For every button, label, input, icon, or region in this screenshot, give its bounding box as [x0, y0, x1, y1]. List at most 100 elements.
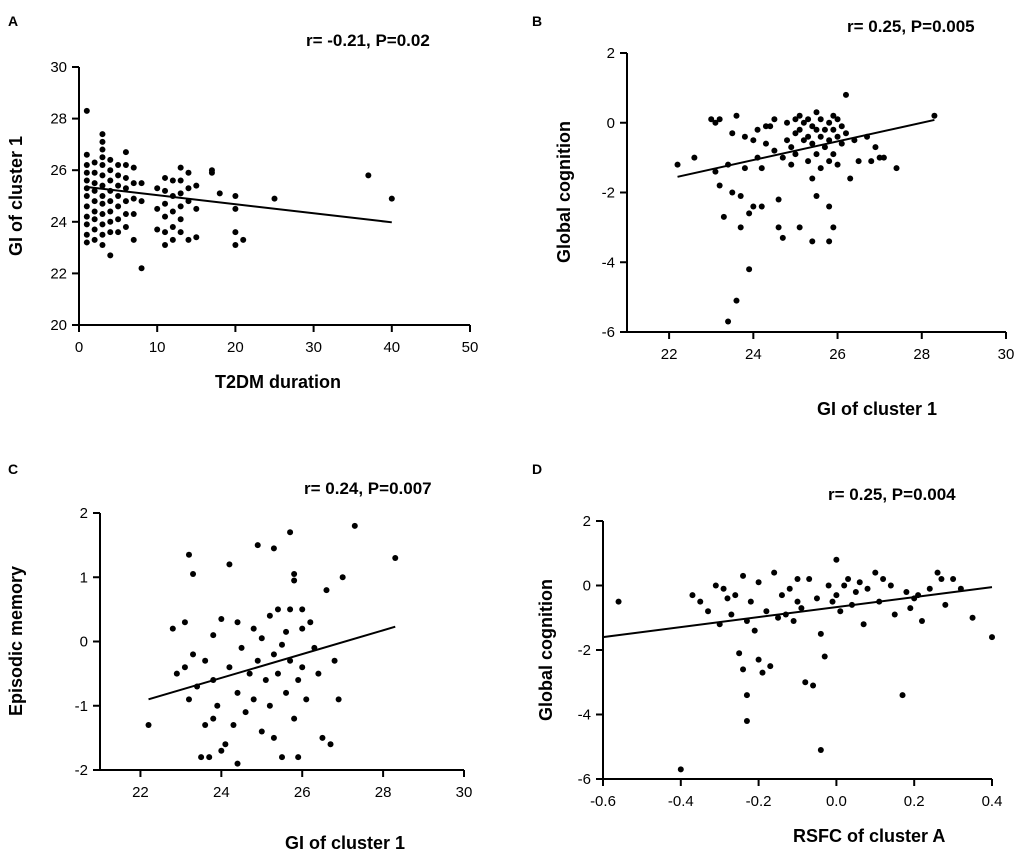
data-point: [825, 582, 832, 589]
data-point: [716, 621, 723, 628]
data-point: [926, 585, 933, 592]
data-point: [169, 177, 176, 184]
data-point: [107, 229, 114, 236]
y-tick-label: -6: [602, 324, 615, 341]
data-point: [122, 223, 129, 230]
data-point: [833, 556, 840, 563]
data-point: [732, 592, 739, 599]
data-point: [177, 229, 184, 236]
data-point: [210, 632, 217, 639]
data-point: [339, 574, 346, 581]
x-tick-label: 30: [305, 339, 322, 356]
data-point: [115, 193, 122, 199]
data-point: [893, 165, 900, 172]
data-point: [716, 116, 723, 123]
data-point: [779, 154, 786, 161]
data-point: [287, 606, 294, 613]
data-point: [99, 200, 106, 207]
data-point: [162, 174, 169, 181]
data-point: [740, 572, 747, 579]
x-tick-label: 50: [462, 339, 479, 356]
data-point: [725, 161, 732, 168]
data-point: [705, 608, 712, 615]
data-point: [169, 625, 176, 632]
data-point: [323, 587, 330, 594]
data-point: [145, 722, 152, 729]
data-point: [817, 165, 824, 172]
y-tick-label: 20: [50, 317, 67, 334]
data-point: [234, 619, 241, 626]
data-point: [989, 634, 995, 641]
stat-annotation: r= 0.25, P=0.005: [847, 17, 975, 36]
data-point: [813, 192, 820, 199]
data-point: [169, 223, 176, 230]
data-point: [747, 598, 754, 605]
data-point: [810, 682, 817, 689]
data-point: [335, 696, 342, 703]
data-point: [750, 137, 757, 144]
x-tick-label: 22: [661, 346, 678, 363]
data-point: [754, 126, 761, 133]
data-point: [83, 213, 90, 220]
y-tick-label: 0: [80, 634, 88, 651]
stat-annotation: r= 0.24, P=0.007: [304, 479, 432, 498]
y-tick-label: -4: [578, 707, 591, 724]
panel-letter: C: [8, 461, 18, 477]
data-point: [918, 617, 925, 624]
data-point: [99, 131, 106, 138]
data-point: [177, 203, 184, 210]
data-point: [99, 146, 106, 153]
data-point: [792, 130, 799, 137]
data-point: [796, 224, 803, 231]
data-point: [790, 617, 797, 624]
data-point: [198, 754, 205, 761]
data-point: [796, 112, 803, 119]
data-point: [907, 605, 914, 612]
data-point: [864, 133, 871, 140]
data-point: [107, 167, 114, 174]
panel-c: Cr= 0.24, P=0.007 22 24 26 28 30 -2 -1 0 1 2 GI of …: [6, 461, 472, 851]
data-point: [91, 187, 98, 194]
panel-letter: D: [532, 461, 542, 477]
data-point: [173, 670, 180, 677]
data-point: [99, 182, 106, 189]
data-point: [138, 198, 145, 205]
data-point: [834, 116, 841, 123]
data-point: [122, 198, 129, 205]
data-point: [880, 576, 887, 583]
data-point: [83, 169, 90, 176]
data-point: [218, 747, 225, 754]
data-point: [122, 174, 129, 181]
data-point: [821, 144, 828, 151]
data-point: [210, 715, 217, 722]
data-point: [122, 185, 129, 192]
data-point: [915, 592, 922, 599]
data-point: [279, 754, 285, 761]
data-point: [762, 140, 769, 147]
data-point: [99, 154, 106, 161]
x-tick-label: 30: [456, 784, 473, 801]
x-tick-label: 20: [227, 339, 244, 356]
data-point: [91, 226, 98, 233]
data-point: [99, 221, 106, 228]
data-point: [208, 169, 215, 176]
y-axis-label: Global cognition: [554, 121, 574, 263]
data-point: [190, 651, 197, 658]
x-tick-label: 28: [913, 346, 930, 363]
data-point: [778, 592, 785, 599]
data-point: [262, 677, 269, 684]
data-point: [365, 172, 372, 179]
data-point: [736, 650, 743, 657]
data-point: [838, 123, 845, 130]
data-point: [202, 657, 209, 664]
data-point: [270, 545, 277, 552]
data-point: [794, 576, 801, 583]
data-point: [162, 200, 169, 207]
data-point: [99, 242, 106, 249]
data-point: [750, 203, 757, 210]
data-point: [130, 195, 137, 202]
data-point: [813, 126, 820, 133]
y-tick-label: 1: [80, 569, 88, 586]
data-point: [712, 119, 719, 126]
